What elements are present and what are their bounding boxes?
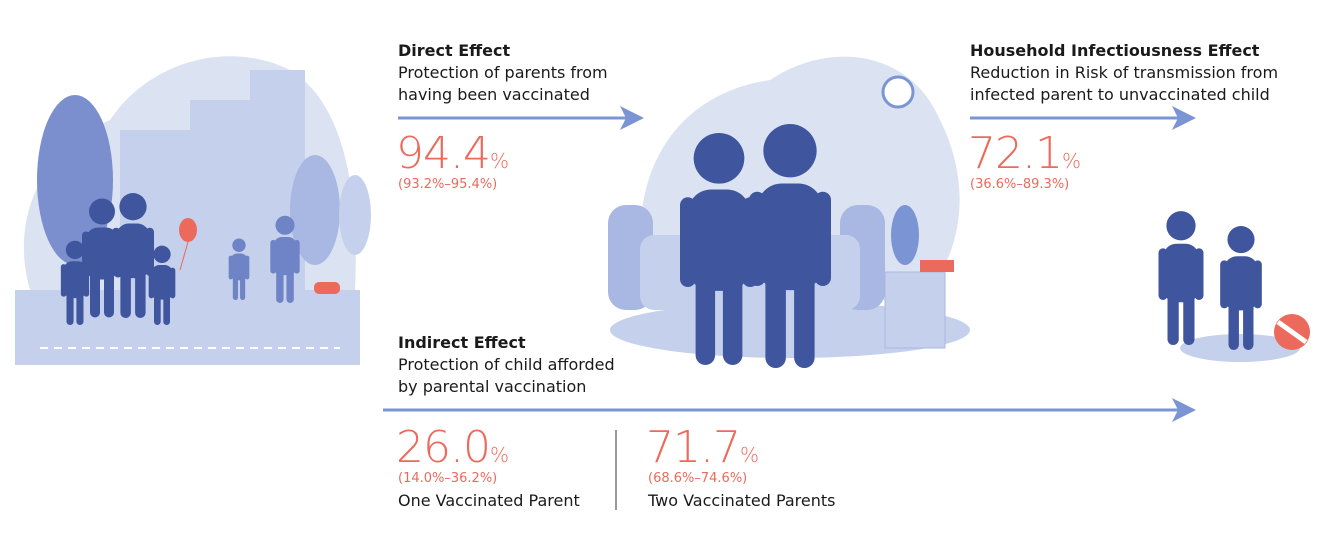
direct-line: Protection of parents from [398, 63, 608, 82]
children-scene-g-use [1158, 211, 1204, 345]
value: 26.0 [396, 422, 491, 473]
direct-interval: (93.2%–95.4%) [398, 177, 498, 192]
city-scene-line [179, 241, 189, 271]
unit: % [1061, 149, 1081, 173]
children-scene-ellipse [1180, 334, 1300, 362]
indirect-interval: (68.6%–74.6%) [648, 471, 748, 486]
household-line: Reduction in Risk of transmission from [970, 63, 1279, 82]
indirect-estimate: 26.0% [396, 422, 509, 473]
unit: % [739, 443, 759, 467]
city-scene-ellipse [339, 175, 371, 255]
children-scene-g-use [1220, 226, 1262, 350]
living-room-scene-rect [920, 260, 954, 272]
indirect-estimate: 71.7% [646, 422, 759, 473]
living-room-scene [608, 56, 970, 368]
city-scene-ellipse [179, 218, 197, 242]
direct-estimate: 94.4% [396, 128, 509, 179]
indirect-interval: (14.0%–36.2%) [398, 471, 498, 486]
direct-title: Direct Effect [398, 41, 511, 60]
children-scene [1158, 211, 1310, 362]
city-scene [15, 56, 371, 365]
city-scene-ellipse [290, 155, 340, 265]
indirect-label: Two Vaccinated Parents [648, 491, 836, 510]
value: 71.7 [646, 422, 741, 473]
city-scene-rect [314, 282, 340, 294]
indirect-label: One Vaccinated Parent [398, 491, 580, 510]
household-title: Household Infectiousness Effect [970, 41, 1260, 60]
children-scene-path [1276, 319, 1308, 345]
direct-line: having been vaccinated [398, 85, 590, 104]
indirect-line: by parental vaccination [398, 377, 587, 396]
indirect-line: Protection of child afforded [398, 355, 615, 374]
household-line: infected parent to unvaccinated child [970, 85, 1270, 104]
unit: % [489, 443, 509, 467]
living-room-scene-ellipse [891, 205, 919, 265]
value: 94.4 [396, 128, 491, 179]
household-estimate: 72.1% [968, 128, 1081, 179]
city-scene-ellipse [37, 95, 113, 265]
indirect-title: Indirect Effect [398, 333, 526, 352]
living-room-scene-rect [884, 271, 946, 349]
unit: % [489, 149, 509, 173]
living-room-scene-circle [881, 75, 915, 109]
arrows [383, 106, 1196, 422]
children-scene-g [1158, 211, 1262, 350]
household-interval: (36.6%–89.3%) [970, 177, 1070, 192]
value: 72.1 [968, 128, 1063, 179]
